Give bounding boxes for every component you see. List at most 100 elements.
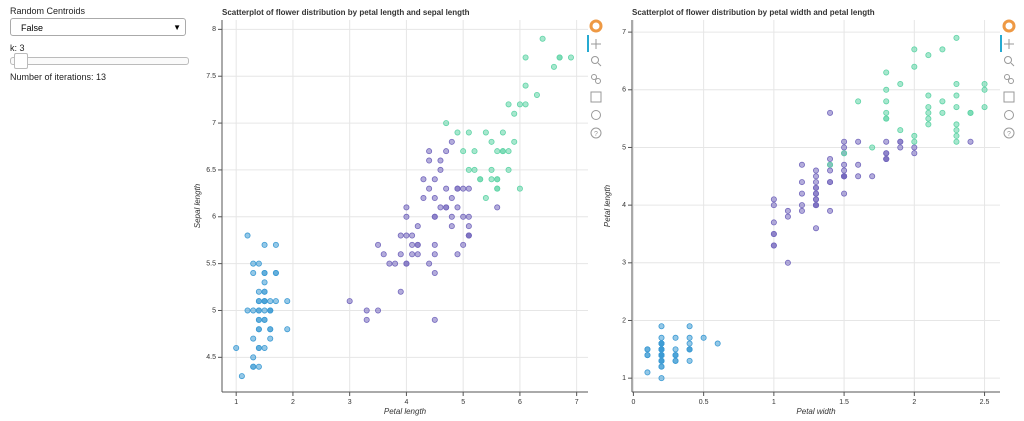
data-point <box>770 230 777 237</box>
data-point <box>869 173 876 180</box>
data-point <box>883 98 890 105</box>
data-point <box>267 326 274 333</box>
x-tick-label: 2 <box>912 399 916 406</box>
data-point <box>883 86 890 93</box>
data-point <box>465 185 472 192</box>
y-axis-label: Petal length <box>603 184 612 227</box>
data-point <box>488 138 495 145</box>
data-point <box>897 127 904 134</box>
data-point <box>798 202 805 209</box>
data-point <box>883 155 890 162</box>
data-point <box>255 363 262 370</box>
y-axis-label: Sepal length <box>193 183 202 228</box>
select-value: False <box>21 23 44 33</box>
x-axis-label: Petal length <box>384 407 427 416</box>
data-point <box>460 213 467 220</box>
data-point <box>255 298 262 305</box>
data-point <box>897 81 904 88</box>
svg-text:?: ? <box>594 131 598 138</box>
x-tick-label: 1 <box>772 399 776 406</box>
data-point <box>261 344 268 351</box>
data-point <box>505 148 512 155</box>
data-point <box>454 251 461 258</box>
k-slider[interactable] <box>10 53 189 69</box>
data-point <box>516 101 523 108</box>
chart-title: Scatterplot of flower distribution by pe… <box>632 8 875 17</box>
slider-handle[interactable] <box>14 53 28 69</box>
data-point <box>883 109 890 116</box>
data-point <box>883 69 890 76</box>
data-point <box>261 316 268 323</box>
data-point <box>494 176 501 183</box>
data-point <box>471 148 478 155</box>
data-point <box>939 109 946 116</box>
data-point <box>255 288 262 295</box>
data-point <box>883 138 890 145</box>
data-point <box>798 190 805 197</box>
data-point <box>499 148 506 155</box>
data-point <box>841 190 848 197</box>
data-point <box>700 334 707 341</box>
data-point <box>420 176 427 183</box>
x-tick-label: 6 <box>518 399 522 406</box>
data-point <box>261 288 268 295</box>
data-point <box>522 54 529 61</box>
data-point <box>403 260 410 267</box>
data-point <box>494 185 501 192</box>
data-point <box>981 86 988 93</box>
data-point <box>644 352 651 359</box>
data-point <box>813 167 820 174</box>
data-point <box>953 81 960 88</box>
data-point <box>539 35 546 42</box>
data-point <box>250 260 257 267</box>
data-point <box>426 260 433 267</box>
data-point <box>505 101 512 108</box>
data-point <box>770 242 777 249</box>
x-tick-label: 1 <box>234 399 238 406</box>
data-point <box>426 148 433 155</box>
data-point <box>911 150 918 157</box>
data-point <box>883 150 890 157</box>
data-point <box>714 340 721 347</box>
data-point <box>255 260 262 267</box>
toolbar: ? ? <box>587 19 1016 139</box>
svg-text:?: ? <box>1007 131 1011 138</box>
data-point <box>426 185 433 192</box>
k-label: k: 3 <box>10 43 25 53</box>
data-point <box>272 298 279 305</box>
data-point <box>672 357 679 364</box>
random-centroids-select[interactable]: False ▼ <box>10 18 186 36</box>
data-point <box>454 204 461 211</box>
data-point <box>813 190 820 197</box>
data-point <box>437 204 444 211</box>
x-tick-label: 3 <box>348 399 352 406</box>
data-point <box>454 185 461 192</box>
data-point <box>488 176 495 183</box>
x-tick-label: 1.5 <box>839 399 849 406</box>
data-point <box>437 166 444 173</box>
data-point <box>953 132 960 139</box>
data-point <box>443 204 450 211</box>
data-point <box>448 223 455 230</box>
data-point <box>443 148 450 155</box>
data-point <box>414 223 421 230</box>
data-point <box>431 316 438 323</box>
data-point <box>250 269 257 276</box>
data-point <box>267 298 274 305</box>
data-point <box>454 129 461 136</box>
y-tick-label: 6.5 <box>206 167 216 174</box>
iterations-label: Number of iterations: 13 <box>10 72 107 82</box>
y-tick-label: 7 <box>212 120 216 127</box>
data-point <box>686 346 693 353</box>
data-point <box>925 109 932 116</box>
data-point <box>346 298 353 305</box>
x-axis-label: Petal width <box>796 407 836 416</box>
y-tick-label: 1 <box>622 375 626 382</box>
y-tick-label: 8 <box>212 26 216 33</box>
data-point <box>925 52 932 59</box>
data-point <box>284 326 291 333</box>
data-point <box>488 166 495 173</box>
y-tick-label: 4.5 <box>206 354 216 361</box>
x-tick-label: 4 <box>404 399 408 406</box>
